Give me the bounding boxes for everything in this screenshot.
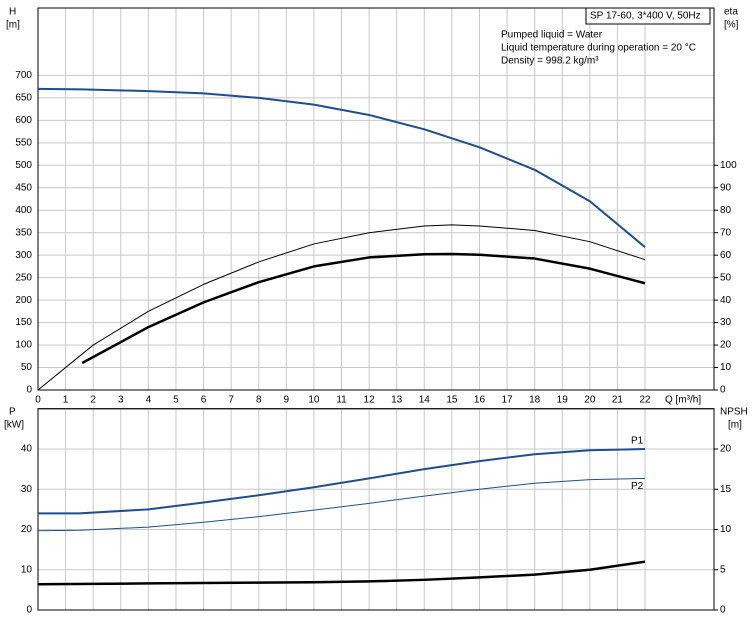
y2-tick-label: 50 [720,272,732,283]
y2-tick-label: 20 [720,444,732,455]
series-label: P2 [631,481,644,492]
annotation: Density = 998.2 kg/m³ [501,56,599,67]
plot-frame [37,7,715,391]
y2-tick-label: 80 [720,205,732,216]
x-tick-label: 10 [308,395,320,406]
annotation: Pumped liquid = Water [501,30,603,41]
series-line [81,252,646,365]
y-tick-label: 450 [15,182,32,193]
y-tick-label: 650 [15,93,32,104]
x-tick-label: 16 [474,395,486,406]
x-axis-title: Q [m³/h] [665,395,701,406]
y-tick-label: 500 [15,160,32,171]
x-tick-label: 4 [146,395,152,406]
y2-axis-unit: [m] [728,420,742,431]
y2-tick-label: 100 [720,160,737,171]
x-tick-label: 19 [557,395,569,406]
annotation: Liquid temperature during operation = 20… [501,43,696,54]
x-tick-label: 18 [529,395,541,406]
series-line [37,87,646,248]
y-tick-label: 0 [26,385,32,396]
y2-tick-label: 90 [720,182,732,193]
y-tick-label: 300 [15,250,32,261]
y2-tick-label: 0 [720,605,726,616]
y2-tick-label: 60 [720,250,732,261]
y2-axis-title: eta [724,7,738,18]
series-line [37,224,646,391]
y-tick-label: 200 [15,295,32,306]
y-tick-label: 50 [21,362,33,373]
x-tick-label: 0 [35,395,41,406]
x-tick-label: 12 [364,395,376,406]
y-axis-title: H [9,7,16,18]
y-tick-label: 40 [21,444,33,455]
x-tick-label: 11 [336,395,347,406]
series-line [38,448,646,515]
y-tick-label: 700 [15,70,32,81]
y2-tick-label: 10 [720,524,732,535]
x-tick-label: 13 [391,395,403,406]
x-tick-label: 8 [256,395,262,406]
y-tick-label: 550 [15,137,32,148]
y2-tick-label: 70 [720,227,732,238]
x-tick-label: 3 [118,395,124,406]
y-tick-label: 20 [21,524,33,535]
y-tick-label: 400 [15,205,32,216]
y2-tick-label: 5 [720,564,726,575]
x-tick-label: 7 [228,395,234,406]
y2-tick-label: 10 [720,362,732,373]
x-tick-label: 17 [501,395,513,406]
y2-tick-label: 15 [720,484,732,495]
y-tick-label: 600 [15,115,32,126]
x-tick-label: 9 [284,395,290,406]
y-axis-unit: [kW] [4,420,24,431]
y2-tick-label: 0 [720,385,726,396]
x-tick-label: 15 [446,395,458,406]
x-tick-label: 1 [63,395,69,406]
y-tick-label: 100 [15,340,32,351]
x-tick-label: 14 [419,395,431,406]
y2-tick-label: 40 [720,295,732,306]
x-tick-label: 2 [90,395,96,406]
y2-axis-title: NPSH [720,407,748,418]
series-line [37,477,646,532]
y-tick-label: 250 [15,272,32,283]
y-tick-label: 350 [15,227,32,238]
y-axis-title: P [9,407,16,418]
y-tick-label: 0 [26,605,32,616]
chart-title: SP 17-60, 3*400 V, 50Hz [590,11,701,22]
y-tick-label: 10 [21,564,33,575]
x-tick-label: 22 [639,395,651,406]
x-tick-label: 6 [201,395,207,406]
y-tick-label: 150 [15,317,32,328]
plot-frame [37,408,715,611]
y-axis-unit: [m] [6,20,20,31]
x-tick-label: 20 [584,395,596,406]
x-tick-label: 5 [173,395,179,406]
y2-axis-unit: [%] [724,20,739,31]
y2-tick-label: 20 [720,340,732,351]
x-tick-label: 21 [612,395,624,406]
y-tick-label: 30 [21,484,33,495]
series-line [37,560,646,586]
series-label: P1 [631,436,644,447]
y2-tick-label: 30 [720,317,732,328]
title-box [585,7,711,25]
